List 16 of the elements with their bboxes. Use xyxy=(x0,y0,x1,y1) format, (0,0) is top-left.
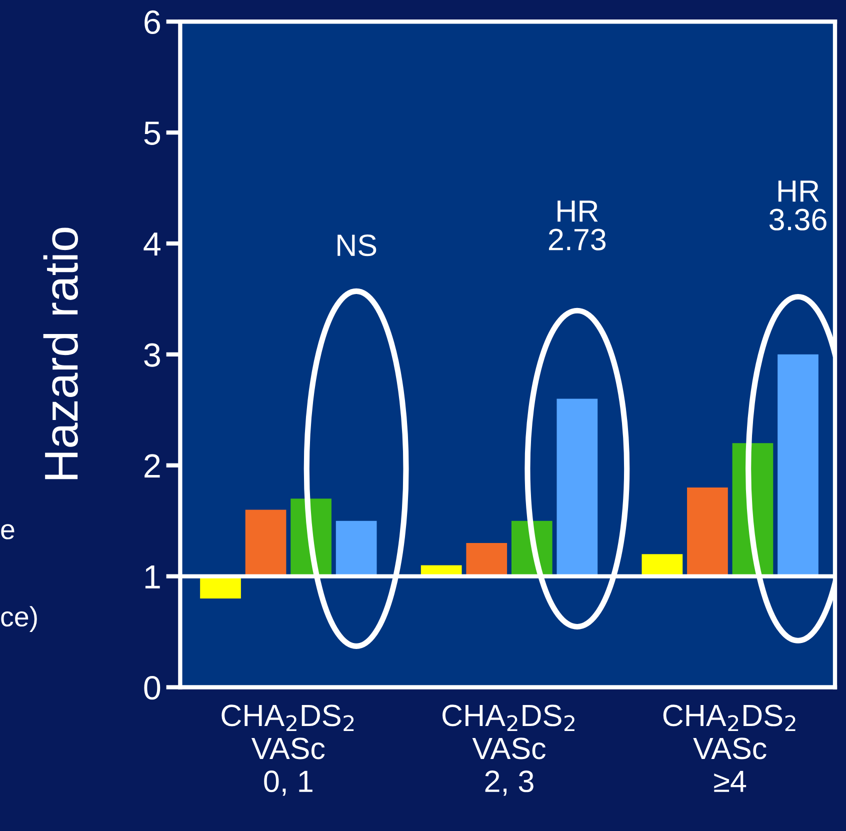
y-axis-title: Hazard ratio xyxy=(43,228,78,480)
y-tick-label: 1 xyxy=(145,565,160,588)
annotation: NS xyxy=(338,234,376,256)
annotation: HR 2.73 xyxy=(548,200,606,250)
text: e xyxy=(1,524,14,540)
y-tick-label: 6 xyxy=(144,10,160,34)
y-tick-label: 4 xyxy=(144,232,160,256)
y-tick-label: 3 xyxy=(144,343,160,367)
x-tick-label: CHA$_{2}$DS$_{2}$ VASc 2, 3 xyxy=(442,704,574,796)
y-tick-label: 5 xyxy=(144,122,160,145)
y-tick-label: 0 xyxy=(144,676,160,700)
annotation: HR 3.36 xyxy=(769,180,826,230)
y-tick-label: 2 xyxy=(144,454,160,478)
x-tick-label: CHA$_{2}$DS$_{2}$ VASc 0, 1 xyxy=(222,704,354,796)
text: ce) xyxy=(1,606,37,632)
x-tick-label: CHA$_{2}$DS$_{2}$ VASc ≥4 xyxy=(663,704,796,792)
